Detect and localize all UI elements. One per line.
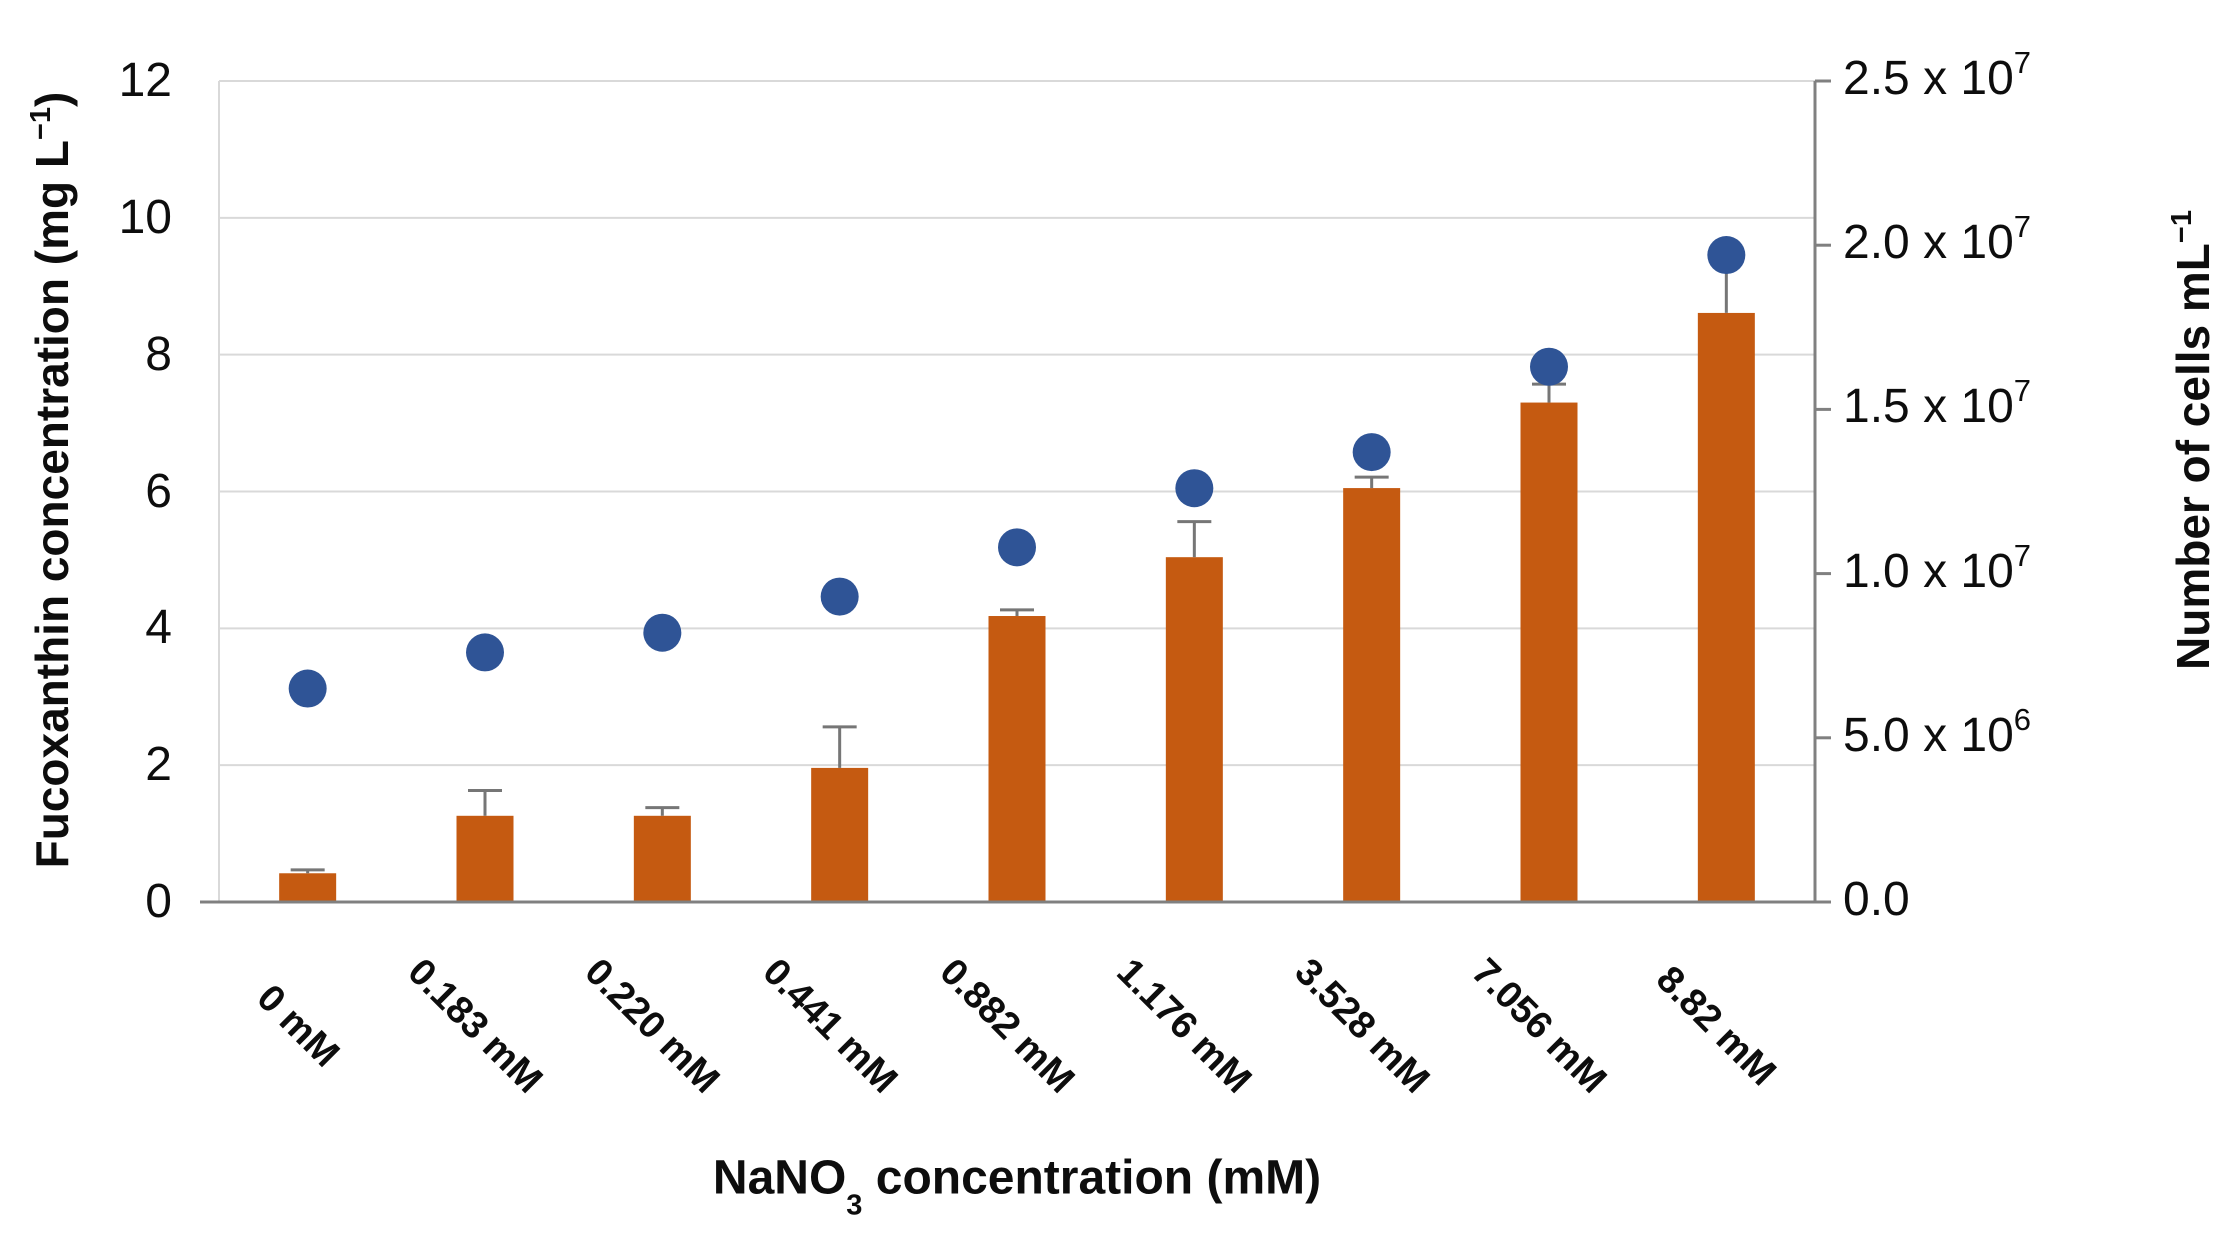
scatter-dot xyxy=(1707,236,1746,275)
left-axis-tick-label: 4 xyxy=(145,601,172,655)
bar xyxy=(1343,488,1401,902)
left-axis-tick-label: 2 xyxy=(145,738,172,792)
x-axis-title: NaNO3 concentration (mM) xyxy=(712,1151,1322,1222)
superscript: −1 xyxy=(2165,210,2198,244)
exponent: 7 xyxy=(2013,209,2032,245)
left-axis-tick-label: 0 xyxy=(145,875,172,928)
exponent: 7 xyxy=(2013,373,2032,409)
left-axis-tick-label: 12 xyxy=(118,54,172,107)
left-axis-tick-label: 8 xyxy=(145,327,172,381)
scatter-dot xyxy=(643,613,682,652)
bar xyxy=(1697,312,1755,902)
right-axis-tick-label: 5.0 x 106 xyxy=(1843,701,2032,762)
left-axis-tick-label: 6 xyxy=(145,464,172,518)
right-axis-title: Number of cells mL−1 xyxy=(2165,210,2219,670)
scatter-dot xyxy=(1175,469,1214,508)
bar xyxy=(633,815,691,902)
scatter-dot xyxy=(998,528,1036,567)
scatter-dot xyxy=(1530,347,1568,386)
bar xyxy=(456,815,514,902)
scatter-dot xyxy=(466,633,504,672)
bar xyxy=(811,767,869,902)
right-axis-tick-label: 0.0 xyxy=(1843,873,1910,926)
bar xyxy=(279,873,337,902)
subscript: 3 xyxy=(846,1189,863,1222)
exponent: 6 xyxy=(2013,701,2032,737)
scatter-dot xyxy=(820,577,859,616)
left-axis-title: Fucoxanthin concentration (mg L−1) xyxy=(24,91,78,869)
left-axis-tick-label: 10 xyxy=(118,190,172,244)
bar xyxy=(1520,402,1578,902)
right-axis-tick-label: 1.0 x 107 xyxy=(1843,537,2032,598)
right-axis-tick-label: 1.5 x 107 xyxy=(1843,373,2032,434)
exponent: 7 xyxy=(2013,45,2032,80)
bar xyxy=(988,616,1046,902)
scatter-dot xyxy=(288,669,327,708)
bar xyxy=(1165,557,1223,902)
exponent: 7 xyxy=(2013,537,2032,573)
superscript: −1 xyxy=(24,106,57,141)
scatter-dot xyxy=(1352,433,1391,472)
right-axis-tick-label: 2.5 x 107 xyxy=(1843,45,2032,105)
right-axis-tick-label: 2.0 x 107 xyxy=(1843,209,2032,270)
